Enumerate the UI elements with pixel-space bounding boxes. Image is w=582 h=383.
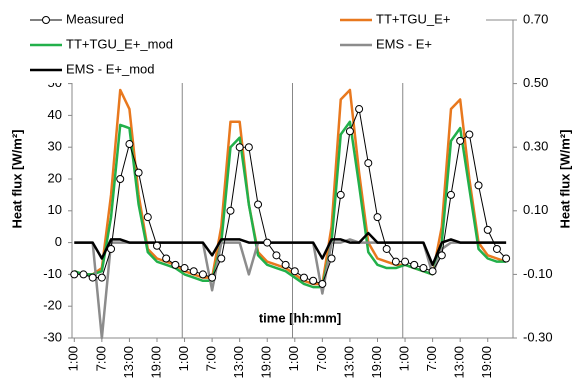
data-point — [189, 267, 198, 276]
x-tick-label: 13:00 — [231, 346, 246, 379]
y2-tick-label: -0.10 — [523, 266, 553, 281]
y-tick-label: 10 — [48, 202, 62, 217]
legend-label: TT+TGU_E+ — [376, 11, 450, 26]
data-point — [382, 244, 391, 253]
x-tick-label: 1:00 — [66, 346, 81, 371]
x-tick-label: 7:00 — [314, 346, 329, 371]
data-point — [299, 273, 308, 282]
x-tick-label: 1:00 — [396, 346, 411, 371]
data-point — [281, 260, 290, 269]
x-tick-label: 19:00 — [479, 346, 494, 379]
x-tick-label: 19:00 — [369, 346, 384, 379]
y-tick-label: -10 — [43, 266, 62, 281]
x-tick-label: 7:00 — [204, 346, 219, 371]
data-point — [401, 257, 410, 266]
data-point — [88, 273, 97, 282]
data-point — [107, 244, 116, 253]
data-point — [290, 267, 299, 276]
legend-marker — [42, 16, 50, 24]
data-point — [217, 254, 226, 263]
legend-background — [26, 8, 486, 83]
data-point — [134, 168, 143, 177]
data-point — [437, 251, 446, 260]
data-point — [327, 254, 336, 263]
data-point — [419, 264, 428, 273]
y-tick-label: 20 — [48, 170, 62, 185]
x-tick-label: 13:00 — [121, 346, 136, 379]
data-point — [502, 254, 511, 263]
y-tick-label: 30 — [48, 139, 62, 154]
legend-label: TT+TGU_E+_mod — [66, 36, 173, 51]
data-point — [272, 251, 281, 260]
data-point — [162, 254, 171, 263]
data-point — [474, 181, 483, 190]
data-point — [345, 127, 354, 136]
data-point — [355, 105, 364, 114]
y-tick-label: -30 — [43, 329, 62, 344]
series-line — [73, 120, 507, 289]
data-point — [198, 270, 207, 279]
data-point — [180, 264, 189, 273]
x-tick-label: 19:00 — [148, 346, 163, 379]
data-point — [235, 143, 244, 152]
x-tick-label: 19:00 — [259, 346, 274, 379]
y2-tick-label: 0.50 — [523, 75, 548, 90]
data-point — [244, 143, 253, 152]
legend-label: Measured — [66, 11, 124, 26]
data-point — [391, 257, 400, 266]
series-line — [74, 231, 507, 267]
data-point — [171, 260, 180, 269]
data-point — [208, 273, 217, 282]
data-point — [410, 260, 419, 269]
x-tick-label: 1:00 — [286, 346, 301, 371]
x-tick-label: 7:00 — [424, 346, 439, 371]
data-point — [226, 206, 235, 215]
data-point — [70, 270, 79, 279]
data-point — [143, 213, 152, 222]
y2-tick-label: -0.30 — [523, 329, 553, 344]
legend-label: EMS - E+ — [376, 36, 432, 51]
data-point — [97, 273, 106, 282]
data-point — [254, 200, 263, 209]
x-tick-label: 1:00 — [176, 346, 191, 371]
x-tick-label: 7:00 — [93, 346, 108, 371]
data-point — [456, 136, 465, 145]
data-point — [465, 130, 474, 139]
y-axis-label: Heat flux [W/m²] — [9, 130, 24, 229]
y-tick-label: 40 — [48, 107, 62, 122]
data-point — [428, 267, 437, 276]
data-point — [364, 159, 373, 168]
data-point — [318, 279, 327, 288]
y2-axis-label: Heat flux [W/m²] — [557, 130, 572, 229]
data-point — [483, 225, 492, 234]
data-point — [125, 140, 134, 149]
data-point — [309, 276, 318, 285]
y2-tick-label: 0.70 — [523, 11, 548, 26]
legend-label: EMS - E+_mod — [66, 61, 155, 76]
data-point — [492, 244, 501, 253]
data-point — [263, 238, 272, 247]
data-point — [152, 241, 161, 250]
y-tick-label: 0 — [55, 234, 62, 249]
data-point — [79, 270, 88, 279]
data-point — [373, 213, 382, 222]
y-tick-label: -20 — [43, 298, 62, 313]
x-axis-label: time [hh:mm] — [259, 310, 341, 325]
y2-tick-label: 0.30 — [523, 139, 548, 154]
data-point — [116, 175, 125, 183]
x-tick-label: 13:00 — [341, 346, 356, 379]
data-point — [336, 190, 345, 199]
data-point — [446, 190, 455, 199]
x-tick-label: 13:00 — [452, 346, 467, 379]
y2-tick-label: 0.10 — [523, 202, 548, 217]
